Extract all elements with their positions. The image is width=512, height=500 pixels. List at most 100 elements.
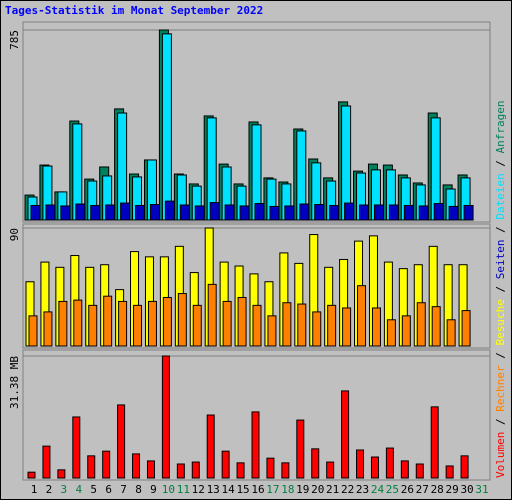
bar bbox=[222, 300, 232, 347]
bar bbox=[236, 462, 245, 479]
bar bbox=[311, 448, 320, 479]
bar bbox=[314, 204, 325, 221]
bar bbox=[463, 204, 474, 221]
bar bbox=[176, 463, 185, 479]
bar bbox=[342, 307, 352, 347]
bar bbox=[57, 469, 66, 479]
bar bbox=[30, 204, 41, 221]
bar bbox=[282, 302, 292, 347]
x-tick-label: 30 bbox=[460, 483, 473, 496]
bar bbox=[43, 311, 53, 347]
bar bbox=[28, 315, 38, 347]
legend-separator: / bbox=[494, 220, 507, 240]
bar bbox=[162, 296, 172, 347]
legend-separator: / bbox=[494, 153, 507, 173]
legend-separator: / bbox=[494, 279, 507, 299]
x-tick-label: 13 bbox=[207, 483, 220, 496]
bar bbox=[237, 296, 247, 347]
bar bbox=[207, 283, 217, 347]
bar bbox=[299, 203, 310, 221]
legend-entry: Anfragen bbox=[494, 100, 507, 153]
bar bbox=[269, 205, 280, 221]
y-tick-label: 90 bbox=[8, 228, 21, 241]
bar bbox=[341, 390, 350, 479]
bar bbox=[117, 404, 126, 479]
bar bbox=[370, 456, 379, 479]
bar bbox=[297, 303, 307, 347]
bar bbox=[161, 355, 170, 479]
bar bbox=[164, 200, 175, 221]
bar bbox=[433, 203, 444, 221]
bar bbox=[45, 204, 56, 221]
bar bbox=[194, 205, 205, 221]
x-tick-label: 17 bbox=[266, 483, 279, 496]
bar bbox=[239, 205, 250, 221]
bar bbox=[446, 319, 456, 347]
bar bbox=[135, 204, 146, 221]
bar bbox=[356, 449, 365, 479]
x-tick-label: 5 bbox=[90, 483, 97, 496]
x-tick-label: 10 bbox=[162, 483, 175, 496]
bar bbox=[418, 205, 429, 221]
bar bbox=[373, 204, 384, 221]
bar bbox=[252, 304, 262, 347]
legend-entry: Seiten bbox=[494, 240, 507, 280]
bar bbox=[267, 315, 277, 347]
legend-separator: / bbox=[494, 412, 507, 432]
x-tick-label: 12 bbox=[192, 483, 205, 496]
legend-entry: Volumen bbox=[494, 432, 507, 478]
x-tick-label: 21 bbox=[326, 483, 339, 496]
bar bbox=[105, 204, 116, 221]
bar bbox=[149, 204, 160, 221]
x-tick-label: 29 bbox=[446, 483, 459, 496]
x-tick-label: 25 bbox=[386, 483, 399, 496]
bar bbox=[430, 406, 439, 479]
bar bbox=[401, 315, 411, 347]
bar bbox=[460, 455, 469, 479]
bar bbox=[448, 205, 459, 221]
bar bbox=[147, 300, 157, 347]
bar bbox=[161, 33, 172, 221]
bar bbox=[103, 295, 113, 347]
bar bbox=[359, 204, 370, 221]
x-tick-label: 27 bbox=[416, 483, 429, 496]
x-tick-label: 8 bbox=[135, 483, 142, 496]
bar bbox=[415, 463, 424, 479]
bar bbox=[192, 304, 202, 347]
bar bbox=[431, 306, 441, 347]
bar bbox=[179, 204, 190, 221]
bar bbox=[296, 419, 305, 479]
bar bbox=[388, 204, 399, 221]
x-tick-label: 23 bbox=[356, 483, 369, 496]
bar bbox=[146, 460, 155, 479]
bar bbox=[72, 416, 81, 479]
x-tick-label: 9 bbox=[150, 483, 157, 496]
x-tick-label: 2 bbox=[46, 483, 53, 496]
bar bbox=[403, 204, 414, 221]
x-tick-label: 28 bbox=[431, 483, 444, 496]
bar bbox=[329, 204, 340, 221]
legend-entry: Dateien bbox=[494, 173, 507, 219]
bar bbox=[254, 203, 265, 221]
bar bbox=[445, 465, 454, 479]
bar bbox=[344, 202, 355, 221]
legend-separator: / bbox=[494, 346, 507, 366]
bar bbox=[120, 202, 131, 221]
bar bbox=[416, 302, 426, 347]
x-tick-label: 14 bbox=[222, 483, 236, 496]
bar bbox=[87, 455, 96, 479]
x-tick-label: 26 bbox=[401, 483, 414, 496]
bar bbox=[326, 461, 335, 479]
bar bbox=[132, 453, 141, 479]
x-tick-label: 7 bbox=[120, 483, 127, 496]
legend-entry: Rechner bbox=[494, 365, 507, 412]
y-tick-label: 785 bbox=[8, 30, 21, 50]
x-tick-label: 19 bbox=[296, 483, 309, 496]
bar bbox=[371, 307, 381, 347]
x-tick-label: 18 bbox=[281, 483, 294, 496]
bar bbox=[90, 204, 101, 221]
bar bbox=[118, 300, 128, 347]
bar bbox=[177, 293, 187, 347]
